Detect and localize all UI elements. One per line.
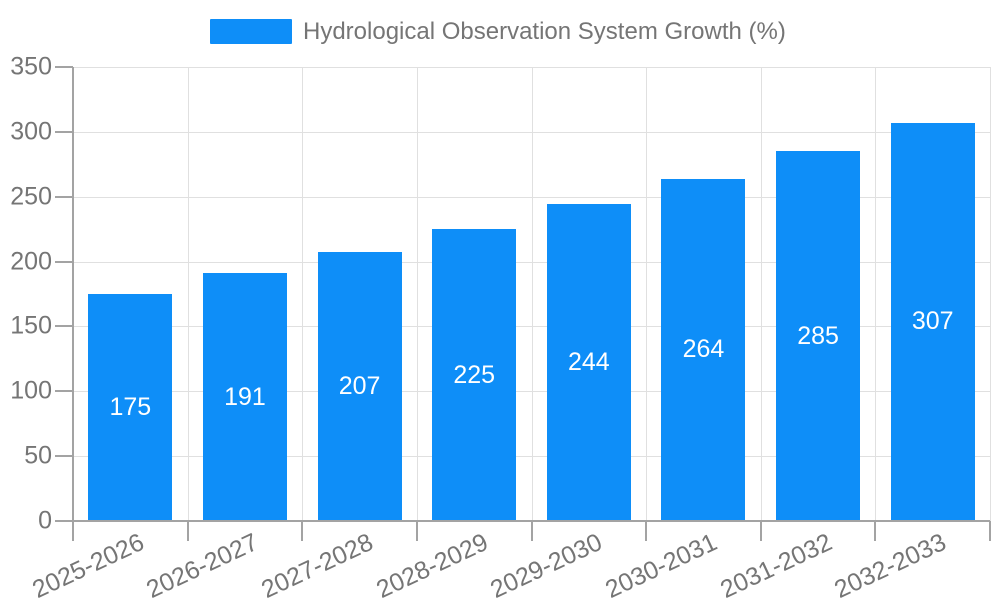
x-axis-tick (645, 521, 648, 541)
x-axis-line (55, 520, 990, 522)
y-axis-tick (55, 260, 73, 263)
bar-2029-2030[interactable]: 244 (546, 204, 631, 521)
y-axis-label-200: 200 (10, 247, 52, 276)
y-axis-label-0: 0 (38, 506, 52, 535)
y-axis-line (72, 67, 74, 541)
x-axis-tick (301, 521, 304, 541)
x-axis-label-2032-2033: 2032-2033 (830, 528, 951, 600)
x-axis-tick (530, 521, 533, 541)
x-axis-tick (759, 521, 762, 541)
x-axis-tick (186, 521, 189, 541)
bar-value-label: 207 (338, 372, 381, 401)
bar-2031-2032[interactable]: 285 (776, 151, 861, 521)
y-axis-tick (55, 130, 73, 133)
gridline-vertical (875, 67, 877, 521)
y-axis-label-250: 250 (10, 182, 52, 211)
x-axis-label-2029-2030: 2029-2030 (486, 528, 607, 600)
bar-2025-2026[interactable]: 175 (88, 294, 173, 521)
bar-value-label: 191 (224, 382, 266, 411)
x-axis-label-2027-2028: 2027-2028 (257, 528, 378, 600)
gridline-vertical (416, 67, 418, 521)
y-axis-tick (55, 455, 73, 458)
bar-2032-2033[interactable]: 307 (890, 122, 975, 521)
x-axis-label-2030-2031: 2030-2031 (601, 528, 722, 600)
gridline-vertical (531, 67, 533, 521)
x-axis-label-2031-2032: 2031-2032 (715, 528, 836, 600)
bar-value-label: 244 (567, 348, 610, 377)
gridline-vertical (990, 67, 991, 521)
bar-value-label: 307 (911, 307, 954, 336)
bar-2026-2027[interactable]: 191 (202, 273, 287, 521)
gridline-vertical (646, 67, 648, 521)
y-axis-tick (55, 325, 73, 328)
bar-value-label: 285 (797, 321, 839, 350)
gridline-vertical (760, 67, 762, 521)
y-axis-tick (55, 195, 73, 198)
y-axis-tick (55, 66, 73, 68)
y-axis-label-300: 300 (10, 117, 52, 146)
bar-value-label: 175 (109, 393, 152, 421)
y-axis-label-100: 100 (10, 376, 52, 405)
x-axis-label-2028-2029: 2028-2029 (371, 528, 493, 600)
x-axis-label-2026-2027: 2026-2027 (142, 528, 263, 600)
bar-2030-2031[interactable]: 264 (661, 178, 746, 521)
gridline-vertical (187, 67, 189, 521)
gridline-vertical (302, 67, 304, 521)
x-axis-tick (874, 521, 877, 541)
legend-swatch (210, 19, 292, 44)
x-axis-label-2025-2026: 2025-2026 (27, 528, 149, 600)
bar-value-label: 264 (682, 335, 725, 364)
y-axis-label-50: 50 (24, 441, 52, 470)
legend[interactable]: Hydrological Observation System Growth (… (210, 19, 786, 44)
bar-2027-2028[interactable]: 207 (317, 252, 402, 521)
y-axis-tick (55, 390, 73, 393)
chart-title: Hydrological Observation System Growth (… (303, 18, 786, 45)
x-axis-tick (989, 521, 991, 541)
bar-2028-2029[interactable]: 225 (432, 229, 517, 521)
x-axis-tick (415, 521, 418, 541)
y-axis-label-150: 150 (10, 311, 52, 340)
y-axis-label-350: 350 (10, 52, 52, 81)
bar-value-label: 225 (453, 360, 496, 389)
